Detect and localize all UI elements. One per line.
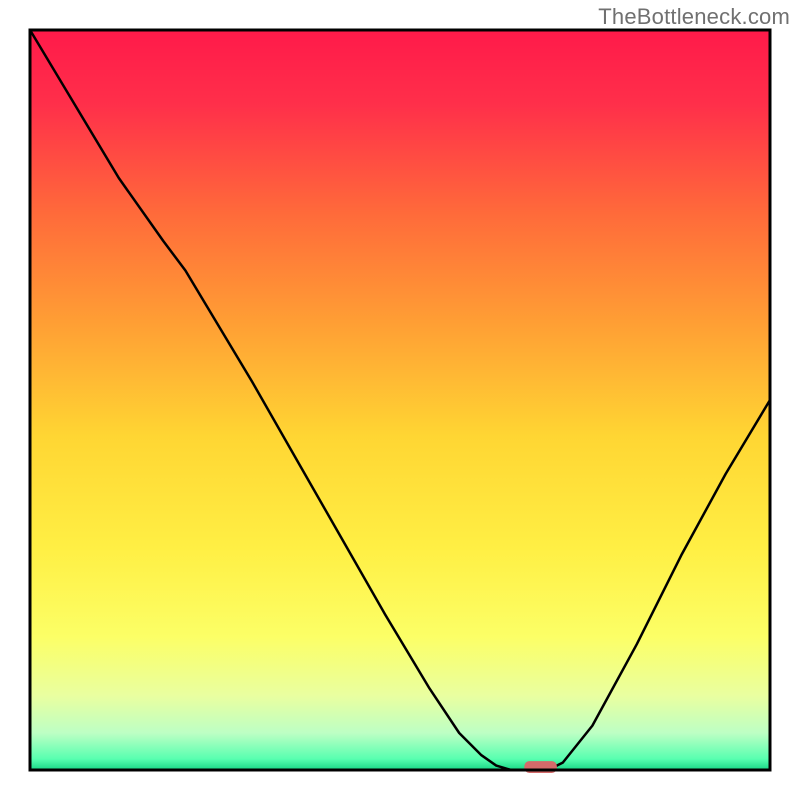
plot-background-gradient (30, 30, 770, 770)
chart-container: TheBottleneck.com (0, 0, 800, 800)
bottleneck-chart (0, 0, 800, 800)
watermark-text: TheBottleneck.com (598, 4, 790, 30)
